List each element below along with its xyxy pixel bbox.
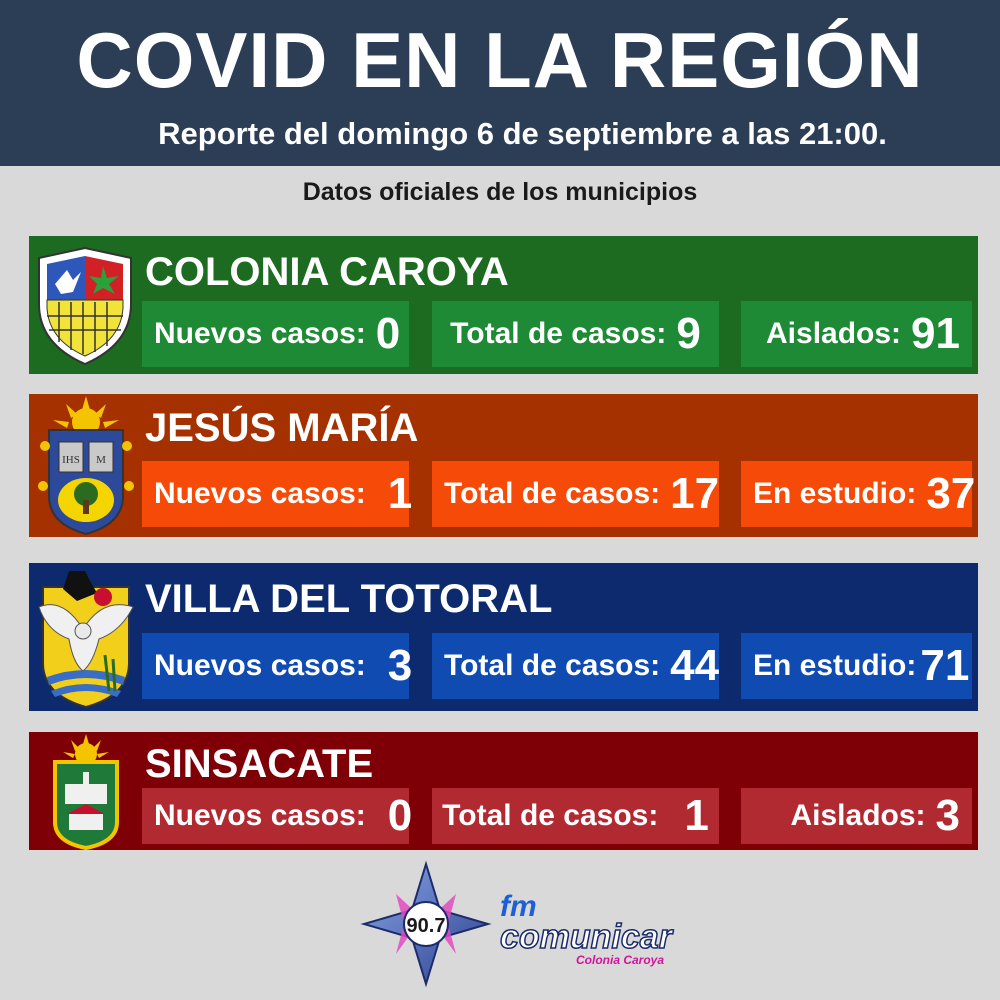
page-title: COVID EN LA REGIÓN: [76, 16, 924, 104]
stat-label: Nuevos casos:: [154, 649, 366, 682]
total-casos-box: Total de casos: 9: [432, 301, 719, 367]
stat-value: 44: [670, 641, 720, 690]
municipio-name: SINSACATE: [145, 742, 374, 786]
stat-label: Total de casos:: [444, 477, 661, 510]
municipio-name: COLONIA CAROYA: [145, 250, 509, 294]
stat-value: 37: [926, 469, 976, 518]
stat-value: 1: [684, 791, 709, 840]
nuevos-casos-box: Nuevos casos: 0: [142, 301, 409, 367]
stat-value: 17: [670, 469, 720, 518]
stat-value: 3: [935, 791, 960, 840]
stat-value: 1: [387, 469, 413, 518]
stat-label: Nuevos casos:: [154, 799, 366, 832]
stat-label: En estudio:: [753, 649, 917, 682]
stat-label: Nuevos casos:: [154, 477, 366, 510]
municipio-name: JESÚS MARÍA: [145, 406, 419, 450]
sinsacate-crest-icon: [53, 734, 119, 850]
svg-text:IHS: IHS: [62, 454, 80, 466]
stat-label: Aislados:: [766, 317, 902, 350]
panel-jesus-maria: IHS M JESÚS MARÍA Nuevos casos: 1 Total …: [29, 394, 978, 537]
stat-value: 0: [387, 791, 413, 840]
brand-prefix: fm: [500, 890, 537, 923]
panel-colonia-caroya: COLONIA CAROYA Nuevos casos: 0 Total de …: [29, 236, 978, 374]
header-banner: COVID EN LA REGIÓN Reporte del domingo 6…: [0, 0, 1000, 166]
brand-city: Colonia Caroya: [576, 953, 664, 967]
stat-label: En estudio:: [753, 477, 917, 510]
municipio-name: VILLA DEL TOTORAL: [145, 577, 553, 621]
stat-label: Aislados:: [790, 799, 926, 832]
nuevos-casos-box: Nuevos casos: 0: [142, 788, 413, 844]
nuevos-casos-box: Nuevos casos: 1: [142, 461, 413, 527]
aislados-box: Aislados: 91: [741, 301, 972, 367]
frequency-label: 90.7: [407, 915, 446, 937]
stat-label: Total de casos:: [444, 649, 661, 682]
compass-star-icon: 90.7: [360, 860, 492, 988]
brand-name: comunicar: [500, 918, 674, 956]
stat-value: 9: [676, 309, 701, 358]
panel-sinsacate: SINSACATE Nuevos casos: 0 Total de casos…: [29, 732, 978, 850]
stat-label: Nuevos casos:: [154, 317, 366, 350]
stat-value: 91: [911, 309, 960, 358]
jesus-maria-crest-icon: IHS M: [38, 396, 134, 536]
svg-text:M: M: [96, 454, 106, 466]
total-casos-box: Total de casos: 17: [432, 461, 719, 527]
en-estudio-box: En estudio: 37: [741, 461, 976, 527]
villa-del-totoral-crest-icon: [38, 571, 134, 709]
report-date: Reporte del domingo 6 de septiembre a la…: [158, 116, 887, 151]
fm-comunicar-logo: 90.7 fm comunicar Colonia Caroya: [360, 860, 674, 988]
total-casos-box: Total de casos: 44: [432, 633, 719, 699]
panel-villa-del-totoral: VILLA DEL TOTORAL Nuevos casos: 3 Total …: [29, 563, 978, 711]
stat-label: Total de casos:: [450, 317, 667, 350]
stat-value: 3: [387, 641, 413, 690]
stat-value: 0: [375, 309, 401, 358]
stat-label: Total de casos:: [442, 799, 659, 832]
nuevos-casos-box: Nuevos casos: 3: [142, 633, 413, 699]
aislados-box: Aislados: 3: [741, 788, 972, 844]
section-title: Datos oficiales de los municipios: [302, 178, 698, 206]
colonia-caroya-crest-icon: [38, 246, 132, 366]
stat-value: 71: [920, 641, 970, 690]
total-casos-box: Total de casos: 1: [432, 788, 719, 844]
en-estudio-box: En estudio: 71: [741, 633, 972, 699]
